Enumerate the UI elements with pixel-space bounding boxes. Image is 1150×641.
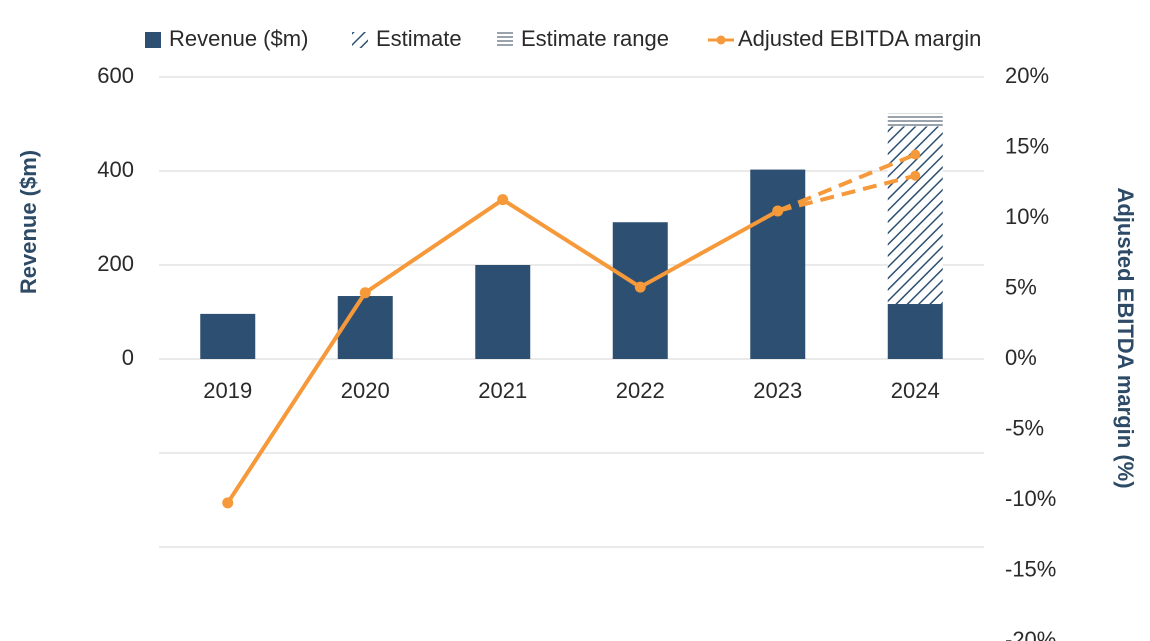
bar [200, 313, 256, 359]
x-tick-label: 2023 [753, 378, 802, 403]
y-tick-label: 0 [122, 345, 134, 370]
margin-estimate-line [777, 173, 916, 213]
x-tick-label: 2022 [616, 378, 665, 403]
y-axis-title: Revenue ($m) [16, 150, 41, 294]
x-tick-label: 2020 [341, 378, 390, 403]
legend-icon [497, 32, 513, 48]
y2-tick-label: -5% [1005, 415, 1044, 440]
y2-tick-label: -15% [1005, 556, 1056, 581]
y2-tick-label: 0% [1005, 345, 1037, 370]
margin-point [772, 205, 784, 217]
legend-icon [145, 32, 161, 48]
bar [887, 113, 943, 127]
margin-point [359, 287, 371, 299]
y-tick-label: 600 [97, 63, 134, 88]
legend-label: Adjusted EBITDA margin [738, 26, 981, 51]
x-tick-label: 2021 [478, 378, 527, 403]
margin-point [497, 194, 509, 206]
margin-point [634, 281, 646, 293]
legend-icon [716, 35, 726, 45]
legend-icon [352, 32, 368, 48]
bar [337, 296, 393, 359]
legend-label: Estimate [376, 26, 462, 51]
x-tick-label: 2019 [203, 378, 252, 403]
y2-tick-label: 10% [1005, 204, 1049, 229]
bar [750, 169, 806, 359]
y2-tick-label: 15% [1005, 133, 1049, 158]
x-tick-label: 2024 [891, 378, 940, 403]
y2-tick-label: 5% [1005, 274, 1037, 299]
margin-point [222, 497, 234, 509]
y-tick-label: 200 [97, 251, 134, 276]
y-tick-label: 400 [97, 157, 134, 182]
bar [475, 265, 531, 359]
y2-tick-label: -20% [1005, 627, 1056, 641]
margin-estimate-point [910, 170, 921, 181]
legend-label: Revenue ($m) [169, 26, 308, 51]
y2-axis-title: Adjusted EBITDA margin (%) [1113, 187, 1138, 488]
y2-tick-label: -10% [1005, 486, 1056, 511]
margin-estimate-line [776, 152, 917, 213]
bar [887, 304, 943, 359]
legend-label: Estimate range [521, 26, 669, 51]
margin-estimate-point [910, 149, 921, 160]
y2-tick-label: 20% [1005, 63, 1049, 88]
